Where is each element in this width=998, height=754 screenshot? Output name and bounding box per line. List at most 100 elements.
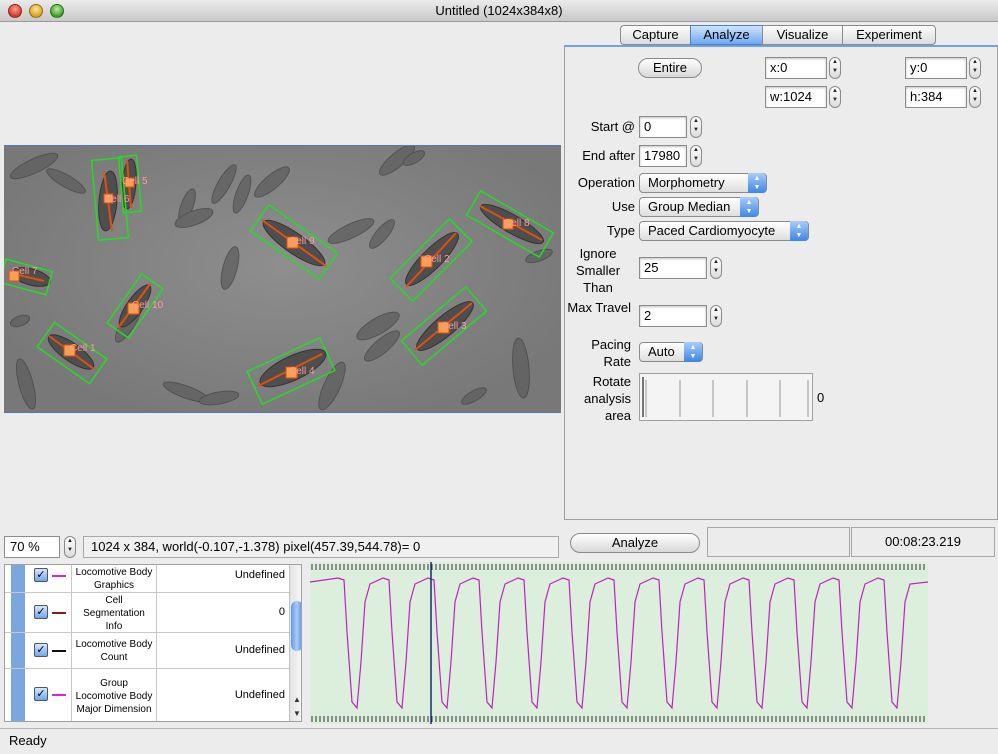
ignore-smaller-stepper[interactable]: ▲ ▼ xyxy=(710,257,722,279)
checkbox[interactable]: ✓ xyxy=(34,687,48,701)
use-label: Use xyxy=(611,199,635,214)
tab-experiment[interactable]: Experiment xyxy=(842,25,936,45)
rotate-value: 0 xyxy=(817,390,825,405)
type-label: Type xyxy=(606,223,635,238)
end-after-label: End after xyxy=(582,148,635,163)
analyze-tab-content: Entire x:0 ▲ ▼ y:0 ▲ ▼ w:1024 ▲ ▼ h:384 ▲ ▼ … xyxy=(564,45,998,520)
cell-label: Cell 3 xyxy=(441,321,467,332)
roi-y-stepper[interactable]: ▲ ▼ xyxy=(969,57,981,79)
list-item[interactable]: ✓ Group Locomotive Body Major Dimension … xyxy=(5,669,289,721)
roi-y-field[interactable]: y:0 xyxy=(905,57,967,79)
max-travel-field[interactable]: 2 xyxy=(639,305,707,327)
start-stepper[interactable]: ▲ ▼ xyxy=(690,116,702,138)
window-title: Untitled (1024x384x8) xyxy=(435,3,563,18)
minimize-window-button[interactable] xyxy=(29,4,43,18)
measurement-value: 0 xyxy=(278,606,285,618)
cell-label: Cell 10 xyxy=(132,300,164,311)
checkbox[interactable]: ✓ xyxy=(34,643,48,657)
operation-value: Morphometry xyxy=(648,175,725,190)
ignore-smaller-field[interactable]: 25 xyxy=(639,257,707,279)
cell-label: Cell 8 xyxy=(504,218,530,229)
roi-height-field[interactable]: h:384 xyxy=(905,86,967,108)
measurement-value: Undefined xyxy=(234,689,285,701)
type-value: Paced Cardiomyocyte xyxy=(648,223,776,238)
trace-ticks xyxy=(311,564,925,722)
roi-height-stepper[interactable]: ▲ ▼ xyxy=(969,86,981,108)
chevron-updown-icon: ▲ ▼ xyxy=(684,342,702,362)
pacing-rate-select[interactable]: Auto ▲ ▼ xyxy=(639,342,703,362)
roi-x-stepper[interactable]: ▲ ▼ xyxy=(829,57,841,79)
tab-visualize[interactable]: Visualize xyxy=(762,25,842,45)
pacing-rate-label: Pacing Rate xyxy=(591,337,631,369)
checkbox[interactable]: ✓ xyxy=(34,605,48,619)
list-item[interactable]: ✓ Locomotive Body Graphics Undefined xyxy=(5,565,289,593)
rotate-area-label: Rotate analysis area xyxy=(584,374,631,423)
trace-line xyxy=(310,577,928,710)
measurement-name: Locomotive Body Graphics xyxy=(71,565,157,593)
use-value: Group Median xyxy=(648,199,731,214)
rotate-slider[interactable] xyxy=(639,373,813,421)
close-window-button[interactable] xyxy=(8,4,22,18)
measurement-value: Undefined xyxy=(234,644,285,656)
list-scrollbar[interactable]: ▲ ▼ xyxy=(289,565,301,721)
color-swatch xyxy=(52,694,66,696)
zoom-field[interactable]: 70 % xyxy=(4,536,60,558)
analysis-panel: Capture Analyze Visualize Experiment Ent… xyxy=(564,23,998,520)
tab-capture[interactable]: Capture xyxy=(620,25,690,45)
row-indicator xyxy=(11,593,25,632)
trace-graph xyxy=(310,562,928,724)
max-travel-label: Max Travel xyxy=(567,300,631,315)
scrollbar-thumb[interactable] xyxy=(291,601,301,651)
pacing-rate-value: Auto xyxy=(648,344,675,359)
color-swatch xyxy=(52,650,66,652)
roi-width-field[interactable]: w:1024 xyxy=(765,86,827,108)
analyze-button[interactable]: Analyze xyxy=(570,533,700,553)
chevron-updown-icon: ▲ ▼ xyxy=(790,221,808,241)
row-indicator xyxy=(11,669,25,721)
roi-x-field[interactable]: x:0 xyxy=(765,57,827,79)
list-item[interactable]: ✓ Cell Segmentation Info 0 xyxy=(5,593,289,633)
start-field[interactable]: 0 xyxy=(639,116,687,138)
end-after-stepper[interactable]: ▲ ▼ xyxy=(690,145,702,167)
color-swatch xyxy=(52,612,66,614)
zoom-stepper[interactable]: ▲ ▼ xyxy=(64,536,76,558)
entire-button[interactable]: Entire xyxy=(638,58,702,78)
measurement-name: Group Locomotive Body Major Dimension xyxy=(71,669,157,721)
use-select[interactable]: Group Median ▲ ▼ xyxy=(639,197,759,217)
image-viewer: Cell 1 Cell 5 Cell 6 Cell 7 Cell 8 Cell … xyxy=(0,23,564,533)
cell-label: Cell 7 xyxy=(12,266,38,277)
progress-area xyxy=(707,527,850,557)
signal-trace-plot[interactable] xyxy=(310,562,928,724)
zoom-window-button[interactable] xyxy=(50,4,64,18)
measurement-list: ✓ Locomotive Body Graphics Undefined ✓ C… xyxy=(4,564,302,722)
max-travel-stepper[interactable]: ▲ ▼ xyxy=(710,305,722,327)
row-indicator xyxy=(11,633,25,668)
cell-label: Cell 2 xyxy=(424,254,450,265)
color-swatch xyxy=(52,575,66,577)
scroll-up-icon[interactable]: ▲ xyxy=(293,695,301,704)
elapsed-time: 00:08:23.219 xyxy=(851,527,995,557)
roi-width-stepper[interactable]: ▲ ▼ xyxy=(829,86,841,108)
measurement-value: Undefined xyxy=(234,569,285,581)
tab-bar: Capture Analyze Visualize Experiment xyxy=(620,25,936,45)
cell-overlay: Cell 1 Cell 5 Cell 6 Cell 7 Cell 8 Cell … xyxy=(4,146,555,411)
type-select[interactable]: Paced Cardiomyocyte ▲ ▼ xyxy=(639,221,809,241)
list-item[interactable]: ✓ Locomotive Body Count Undefined xyxy=(5,633,289,669)
cell-label: Cell 1 xyxy=(70,343,96,354)
trace-tick-marks xyxy=(311,564,925,722)
measurement-name: Locomotive Body Count xyxy=(71,633,157,669)
operation-select[interactable]: Morphometry ▲ ▼ xyxy=(639,173,767,193)
operation-label: Operation xyxy=(577,175,635,190)
tab-analyze[interactable]: Analyze xyxy=(690,25,762,45)
end-after-field[interactable]: 17980 xyxy=(639,145,687,167)
microscope-image[interactable]: Cell 1 Cell 5 Cell 6 Cell 7 Cell 8 Cell … xyxy=(4,145,561,413)
checkbox[interactable]: ✓ xyxy=(34,568,48,582)
pixel-info-bar: 1024 x 384, world(-0.107,-1.378) pixel(4… xyxy=(83,536,559,558)
measurement-name: Cell Segmentation Info xyxy=(71,593,157,633)
cell-label: Cell 5 xyxy=(122,176,148,187)
scroll-down-icon[interactable]: ▼ xyxy=(293,709,301,718)
ignore-smaller-label: Ignore Smaller Than xyxy=(575,246,621,295)
cell-label: Cell 4 xyxy=(289,366,315,377)
status-bar: Ready xyxy=(0,728,998,754)
cell-label: Cell 9 xyxy=(289,236,315,247)
